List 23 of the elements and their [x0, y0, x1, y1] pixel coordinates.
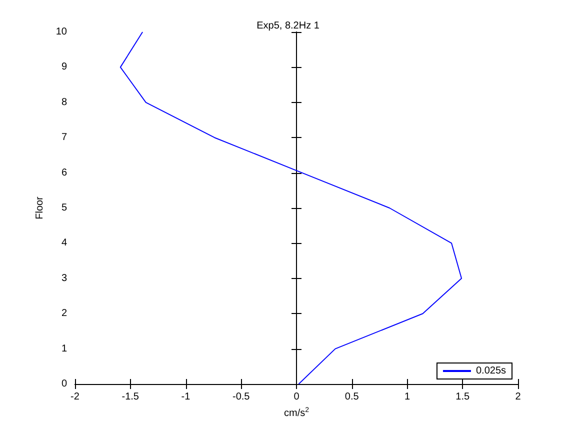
y-tick-label: 0	[61, 378, 68, 390]
y-tick-label: 9	[61, 62, 68, 73]
x-tick-label: 0	[294, 392, 300, 402]
x-tick-label: -2	[70, 392, 80, 402]
x-tick-label: -0.5	[232, 392, 250, 402]
y-tick-label: 5	[61, 202, 68, 214]
y-tick-label: 8	[61, 96, 68, 108]
legend-label: 0.025s	[476, 366, 506, 376]
x-tick-label: 1.5	[456, 392, 470, 402]
y-tick-label: 1	[61, 343, 68, 354]
x-tick-label: 2	[515, 392, 522, 402]
y-tick-label: 3	[61, 272, 68, 284]
chart-title: Exp5, 8.2Hz 1	[256, 20, 320, 32]
y-tick-label: 4	[61, 238, 68, 249]
y-tick-label: 2	[61, 308, 68, 320]
y-tick-label: 7	[61, 132, 68, 144]
x-tick-label: 1	[404, 392, 410, 402]
y-tick-label: 10	[56, 26, 68, 38]
y-tick-label: 6	[61, 167, 68, 178]
y-axis-title: Floor	[34, 196, 46, 220]
x-tick-label: 0.5	[344, 392, 360, 402]
x-tick-label: -1	[181, 392, 191, 402]
x-tick-label: -1.5	[122, 392, 140, 402]
